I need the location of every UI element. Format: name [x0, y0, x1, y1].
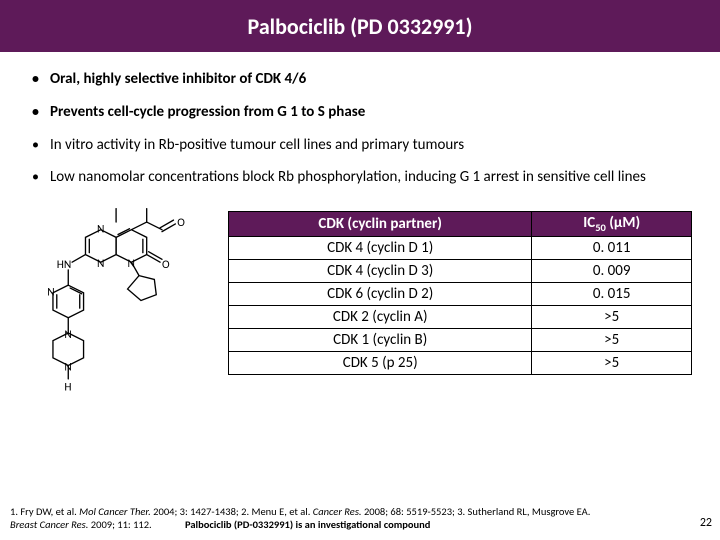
- table-cell: 0. 011: [532, 237, 692, 260]
- svg-text:N: N: [97, 257, 104, 271]
- table-row: CDK 4 (cyclin D 1)0. 011: [229, 237, 692, 260]
- foot-text: 1. Fry DW, et al.: [10, 505, 79, 518]
- bullet-item: Oral, highly selective inhibitor of CDK …: [28, 70, 692, 89]
- table-cell: CDK 2 (cyclin A): [229, 306, 532, 329]
- content-area: Oral, highly selective inhibitor of CDK …: [0, 52, 720, 421]
- foot-text: Cancer Res.: [313, 505, 364, 518]
- page-number: 22: [700, 516, 712, 530]
- svg-text:O: O: [162, 258, 170, 272]
- bullet-item: Prevents cell-cycle progression from G 1…: [28, 103, 692, 122]
- svg-text:H: H: [64, 380, 71, 394]
- table-cell: CDK 1 (cyclin B): [229, 329, 532, 352]
- ic50-table: CDK (cyclin partner)IC50 (µM) CDK 4 (cyc…: [228, 211, 692, 375]
- svg-text:N: N: [64, 328, 71, 342]
- table-header-cell: IC50 (µM): [532, 212, 692, 237]
- mid-row: O O N N N: [28, 201, 692, 421]
- table-row: CDK 1 (cyclin B)>5: [229, 329, 692, 352]
- foot-text: Mol Cancer Ther.: [79, 505, 153, 518]
- table-cell: CDK 5 (p 25): [229, 352, 532, 375]
- table-cell: CDK 6 (cyclin D 2): [229, 283, 532, 306]
- svg-text:O: O: [177, 216, 185, 230]
- foot-text: 2009; 11: 112.: [91, 518, 152, 531]
- table-body: CDK 4 (cyclin D 1)0. 011CDK 4 (cyclin D …: [229, 237, 692, 375]
- table-header-row: CDK (cyclin partner)IC50 (µM): [229, 212, 692, 237]
- table-cell: >5: [532, 329, 692, 352]
- foot-text: 2008; 68: 5519-5523; 3. Sutherland RL, M…: [364, 505, 590, 518]
- svg-text:N: N: [47, 286, 54, 300]
- table-cell: >5: [532, 352, 692, 375]
- table-cell: CDK 4 (cyclin D 3): [229, 260, 532, 283]
- table-row: CDK 2 (cyclin A)>5: [229, 306, 692, 329]
- table-cell: >5: [532, 306, 692, 329]
- table-cell: 0. 015: [532, 283, 692, 306]
- svg-text:N: N: [128, 257, 135, 271]
- svg-text:HN: HN: [57, 258, 72, 272]
- bullet-item: In vitro activity in Rb-positive tumour …: [28, 136, 692, 155]
- molecule-structure-icon: O O N N N: [28, 201, 208, 421]
- table-cell: CDK 4 (cyclin D 1): [229, 237, 532, 260]
- footer-citation: 1. Fry DW, et al. Mol Cancer Ther. 2004;…: [10, 505, 710, 532]
- bullet-item: Low nanomolar concentrations block Rb ph…: [28, 168, 692, 187]
- foot-text: 2004; 3: 1427-1438; 2. Menu E, et al.: [153, 505, 313, 518]
- bullet-list: Oral, highly selective inhibitor of CDK …: [28, 70, 692, 187]
- page-title: Palbociclib (PD 0332991): [248, 13, 473, 40]
- ic50-table-wrap: CDK (cyclin partner)IC50 (µM) CDK 4 (cyc…: [228, 211, 692, 375]
- foot-text: Palbociclib (PD-0332991) is an investiga…: [185, 518, 430, 531]
- svg-text:N: N: [97, 223, 104, 237]
- table-cell: 0. 009: [532, 260, 692, 283]
- table-row: CDK 5 (p 25)>5: [229, 352, 692, 375]
- table-row: CDK 4 (cyclin D 3)0. 009: [229, 260, 692, 283]
- table-header-cell: CDK (cyclin partner): [229, 212, 532, 237]
- table-row: CDK 6 (cyclin D 2)0. 015: [229, 283, 692, 306]
- title-bar: Palbociclib (PD 0332991): [0, 0, 720, 52]
- foot-text: Breast Cancer Res.: [10, 518, 91, 531]
